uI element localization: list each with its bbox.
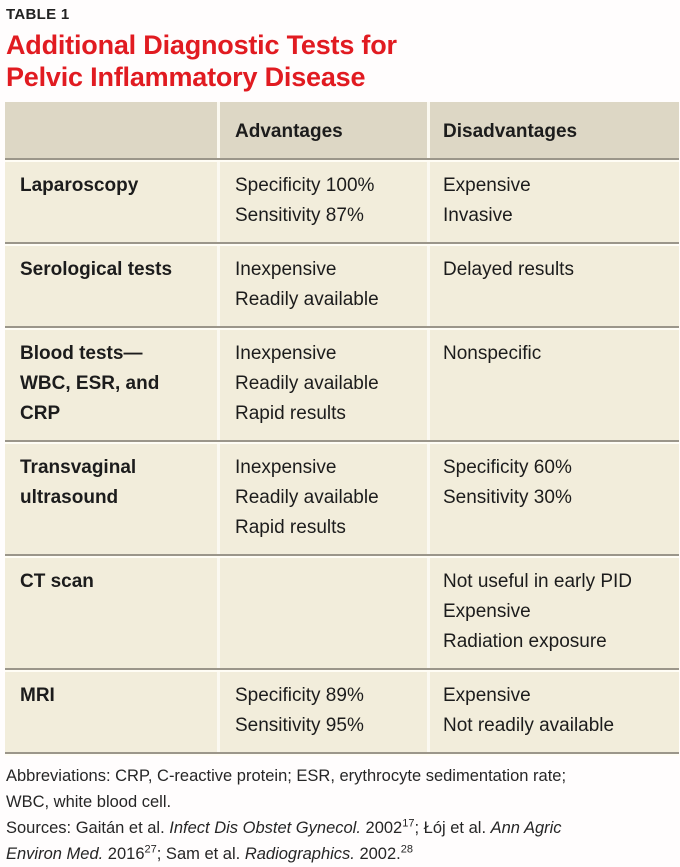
- test-name-line: CRP: [20, 403, 61, 424]
- table-row: Transvaginal ultrasound Inexpensive Readily…: [5, 444, 679, 554]
- row-divider: [5, 440, 679, 444]
- disadvantage-item: Sensitivity 30%: [443, 487, 572, 508]
- advantage-item: Specificity 89%: [235, 685, 364, 706]
- disadvantage-item: Expensive: [443, 175, 531, 196]
- table-title-line1: Additional Diagnostic Tests for: [6, 30, 397, 60]
- source-text: Sources: Gaitán et al.: [6, 819, 170, 837]
- test-name-line: WBC, ESR, and: [20, 373, 160, 394]
- citation-superscript: 27: [144, 843, 157, 856]
- disadvantage-item: Not useful in early PID: [443, 571, 633, 592]
- advantage-item: Inexpensive: [235, 259, 337, 280]
- sources-line: Environ Med. 201627; Sam et al. Radiogra…: [6, 841, 674, 867]
- abbreviations-line: Abbreviations: CRP, C-reactive protein; …: [6, 767, 567, 785]
- test-name-line: Laparoscopy: [20, 175, 139, 196]
- advantage-item: Readily available: [235, 289, 379, 310]
- test-name-line: Blood tests—: [20, 343, 143, 364]
- header-cell-advantages: Advantages: [217, 102, 427, 158]
- test-name-line: CT scan: [20, 571, 94, 592]
- advantage-item: Readily available: [235, 487, 379, 508]
- advantage-item: Sensitivity 87%: [235, 205, 364, 226]
- row-divider: [5, 158, 679, 162]
- test-name-cell: Laparoscopy: [5, 162, 217, 242]
- citation-superscript: 17: [402, 817, 415, 830]
- sources-line: Sources: Gaitán et al. Infect Dis Obstet…: [6, 815, 674, 841]
- disadvantages-cell: Specificity 60% Sensitivity 30%: [427, 444, 679, 554]
- test-name-cell: MRI: [5, 672, 217, 752]
- disadvantage-item: Expensive: [443, 601, 531, 622]
- disadvantages-cell: Nonspecific: [427, 330, 679, 440]
- header-cell-disadvantages: Disadvantages: [427, 102, 679, 158]
- row-divider: [5, 668, 679, 672]
- advantages-cell: Inexpensive Readily available Rapid result…: [217, 444, 427, 554]
- row-divider: [5, 554, 679, 558]
- advantages-cell: [217, 558, 427, 668]
- advantages-cell: Specificity 89% Sensitivity 95%: [217, 672, 427, 752]
- disadvantage-item: Invasive: [443, 205, 513, 226]
- disadvantages-cell: Delayed results: [427, 246, 679, 326]
- source-text: 2016: [103, 845, 145, 863]
- sources-note: Sources: Gaitán et al. Infect Dis Obstet…: [6, 815, 674, 867]
- advantage-item: Rapid results: [235, 517, 346, 538]
- journal-name: Environ Med.: [6, 845, 104, 863]
- test-name-line: Transvaginal: [20, 457, 137, 478]
- table-title-line2: Pelvic Inflammatory Disease: [6, 62, 366, 92]
- table-title: Additional Diagnostic Tests for Pelvic In…: [6, 29, 677, 93]
- citation-superscript: 28: [400, 843, 413, 856]
- table-bottom-divider: [5, 752, 679, 756]
- test-name-line: Serological tests: [20, 259, 173, 280]
- disadvantages-cell: Expensive Not readily available: [427, 672, 679, 752]
- table-body: Laparoscopy Specificity 100% Sensitivity 8…: [5, 158, 679, 756]
- table-row: CT scan Not useful in early PID Expensive R…: [5, 558, 679, 668]
- disadvantage-item: Expensive: [443, 685, 531, 706]
- source-text: 2002: [360, 819, 403, 837]
- advantage-item: Inexpensive: [235, 457, 337, 478]
- test-name-line: ultrasound: [20, 487, 119, 508]
- journal-name: Ann Agric: [490, 819, 562, 837]
- source-text: ; Sam et al.: [156, 845, 245, 863]
- advantages-cell: Inexpensive Readily available Rapid result…: [217, 330, 427, 440]
- disadvantage-item: Specificity 60%: [443, 457, 572, 478]
- row-divider: [5, 242, 679, 246]
- advantages-cell: Specificity 100% Sensitivity 87%: [217, 162, 427, 242]
- advantage-item: Inexpensive: [235, 343, 337, 364]
- advantage-item: Readily available: [235, 373, 379, 394]
- disadvantage-item: Radiation exposure: [443, 631, 607, 652]
- disadvantages-cell: Not useful in early PID Expensive Radiatio…: [427, 558, 679, 668]
- header-cell-test: [5, 102, 217, 158]
- diagnostic-tests-table: Advantages Disadvantages Laparoscopy Spec…: [5, 102, 679, 756]
- table-row: Serological tests Inexpensive Readily avai…: [5, 246, 679, 326]
- advantage-item: Sensitivity 95%: [235, 715, 364, 736]
- test-name-cell: CT scan: [5, 558, 217, 668]
- disadvantage-item: Nonspecific: [443, 343, 542, 364]
- test-name-cell: Blood tests— WBC, ESR, and CRP: [5, 330, 217, 440]
- table-row: Laparoscopy Specificity 100% Sensitivity 8…: [5, 162, 679, 242]
- disadvantage-item: Delayed results: [443, 259, 574, 280]
- table-footnotes: Abbreviations: CRP, C-reactive protein; …: [6, 763, 674, 867]
- advantage-item: Specificity 100%: [235, 175, 375, 196]
- row-divider: [5, 326, 679, 330]
- test-name-line: MRI: [20, 685, 55, 706]
- test-name-cell: Serological tests: [5, 246, 217, 326]
- table-number-kicker: TABLE 1: [6, 6, 70, 23]
- abbreviations-note: Abbreviations: CRP, C-reactive protein; …: [6, 763, 674, 815]
- disadvantages-cell: Expensive Invasive: [427, 162, 679, 242]
- source-text: ; Łój et al.: [414, 819, 491, 837]
- advantage-item: Rapid results: [235, 403, 346, 424]
- abbreviations-line: WBC, white blood cell.: [6, 793, 172, 811]
- advantages-cell: Inexpensive Readily available: [217, 246, 427, 326]
- disadvantage-item: Not readily available: [443, 715, 615, 736]
- test-name-cell: Transvaginal ultrasound: [5, 444, 217, 554]
- journal-name: Radiographics.: [244, 845, 355, 863]
- table-row: Blood tests— WBC, ESR, and CRP Inexpensive R…: [5, 330, 679, 440]
- table-row: MRI Specificity 89% Sensitivity 95% Expensi…: [5, 672, 679, 752]
- journal-name: Infect Dis Obstet Gynecol.: [169, 819, 361, 837]
- table-header-row: Advantages Disadvantages: [5, 102, 679, 158]
- source-text: 2002.: [354, 845, 401, 863]
